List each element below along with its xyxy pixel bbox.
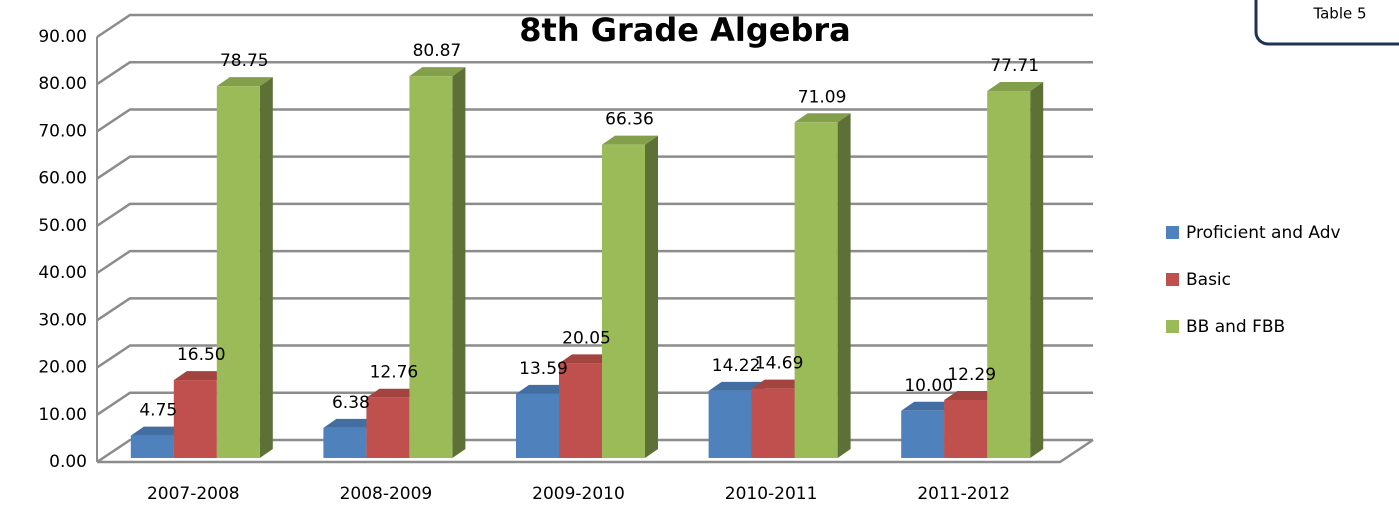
data-label: 14.69 [755,354,804,374]
y-tick-label: 50.00 [38,216,87,236]
data-label: 77.71 [990,56,1039,76]
chart-title: 8th Grade Algebra [519,11,851,49]
bar [173,380,217,458]
y-tick-label: 60.00 [38,169,87,189]
data-label: 10.00 [904,376,953,396]
grid-line [96,249,1093,275]
bar [987,91,1031,459]
bar-top [751,379,808,389]
bar [366,397,410,458]
y-tick-label: 0.00 [49,452,87,472]
legend-label: BB and FBB [1186,317,1285,337]
bar-top [216,77,273,87]
table-label-box [1254,0,1399,46]
x-tick-label: 2009-2010 [532,484,625,504]
grid-line [96,202,1093,227]
data-label: 16.50 [177,345,226,365]
legend-label: Basic [1186,270,1231,290]
data-label: 12.76 [370,363,419,383]
data-label: 12.29 [947,365,996,385]
bar-top [794,113,851,123]
data-label: 80.87 [413,41,462,61]
y-tick-label: 70.00 [38,121,87,141]
grid-line [96,60,1093,86]
bar [708,390,752,458]
y-tick-label: 30.00 [38,310,87,330]
data-label: 20.05 [562,328,611,348]
bar [516,393,559,458]
bar-side [259,77,273,458]
x-tick-label: 2008-2009 [340,484,433,504]
floor-edge [97,438,1094,464]
bar-top [409,67,466,77]
bar-side [645,135,658,458]
bar-top [708,381,765,391]
y-tick-label: 20.00 [38,358,87,378]
bar [130,435,174,458]
data-label: 66.36 [605,110,654,130]
legend-swatch [1166,320,1179,333]
bar-top [366,388,423,398]
bar-top [130,426,187,436]
legend-swatch [1166,273,1179,286]
bar-top [516,384,572,394]
data-label: 6.38 [332,393,370,413]
bar-top [901,401,958,411]
bar-top [323,418,380,428]
bar-side [837,113,851,458]
x-tick-label: 2007-2008 [147,484,240,504]
bar-top [173,371,230,381]
data-label: 4.75 [139,401,177,421]
y-tick-label: 40.00 [38,263,87,283]
bar [794,122,838,458]
bar [559,363,602,458]
x-tick-label: 2011-2012 [917,484,1010,504]
bar-top [602,135,658,145]
data-label: 71.09 [798,87,847,107]
bar [216,86,260,458]
data-label: 14.22 [712,356,761,376]
grid-line [96,13,1093,39]
bar [944,399,988,458]
y-tick-label: 10.00 [38,405,87,425]
bar [409,76,453,458]
bar [901,410,945,458]
grid-line [96,297,1093,322]
legend-label: Proficient and Adv [1186,223,1341,243]
bar-top [987,82,1044,92]
grid [96,13,1094,464]
table-label: Table 5 [1312,5,1366,23]
bar-top [559,354,615,364]
grid-line [96,108,1093,133]
legend-swatch [1166,226,1179,239]
bar [323,427,367,458]
bar [751,388,795,458]
grid-line [96,344,1093,369]
data-label: 13.59 [519,359,568,379]
bars [130,67,1044,459]
grid-line [96,155,1093,180]
y-tick-label: 80.00 [38,74,87,94]
bar [602,144,645,458]
x-tick-label: 2010-2011 [725,484,818,504]
data-label: 78.75 [220,51,269,71]
bar-side [1030,82,1044,459]
bar-top [944,390,1001,400]
y-tick-label: 90.00 [38,27,87,47]
bar-side [452,67,466,458]
